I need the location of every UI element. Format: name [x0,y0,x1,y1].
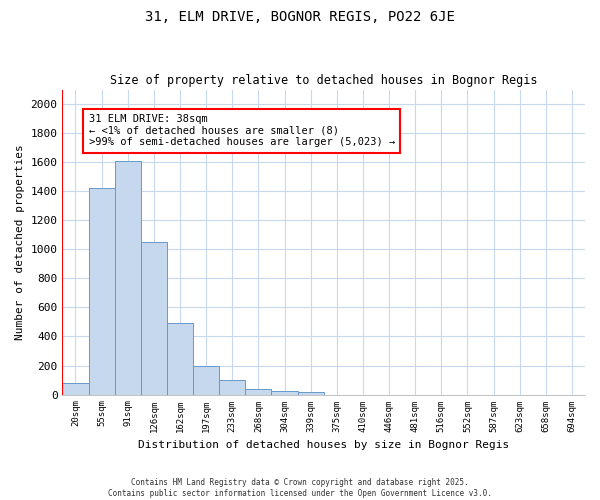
Bar [62,383,89,394]
Text: 31, ELM DRIVE, BOGNOR REGIS, PO22 6JE: 31, ELM DRIVE, BOGNOR REGIS, PO22 6JE [145,10,455,24]
Y-axis label: Number of detached properties: Number of detached properties [15,144,25,340]
X-axis label: Distribution of detached houses by size in Bognor Regis: Distribution of detached houses by size … [138,440,509,450]
Bar [115,160,141,394]
Bar [89,188,115,394]
Text: 31 ELM DRIVE: 38sqm
← <1% of detached houses are smaller (8)
>99% of semi-detach: 31 ELM DRIVE: 38sqm ← <1% of detached ho… [89,114,395,148]
Text: Contains HM Land Registry data © Crown copyright and database right 2025.
Contai: Contains HM Land Registry data © Crown c… [108,478,492,498]
Bar [193,366,219,394]
Bar [245,390,271,394]
Bar [167,324,193,394]
Bar [141,242,167,394]
Bar [298,392,324,394]
Title: Size of property relative to detached houses in Bognor Regis: Size of property relative to detached ho… [110,74,538,87]
Bar [271,391,298,394]
Bar [219,380,245,394]
